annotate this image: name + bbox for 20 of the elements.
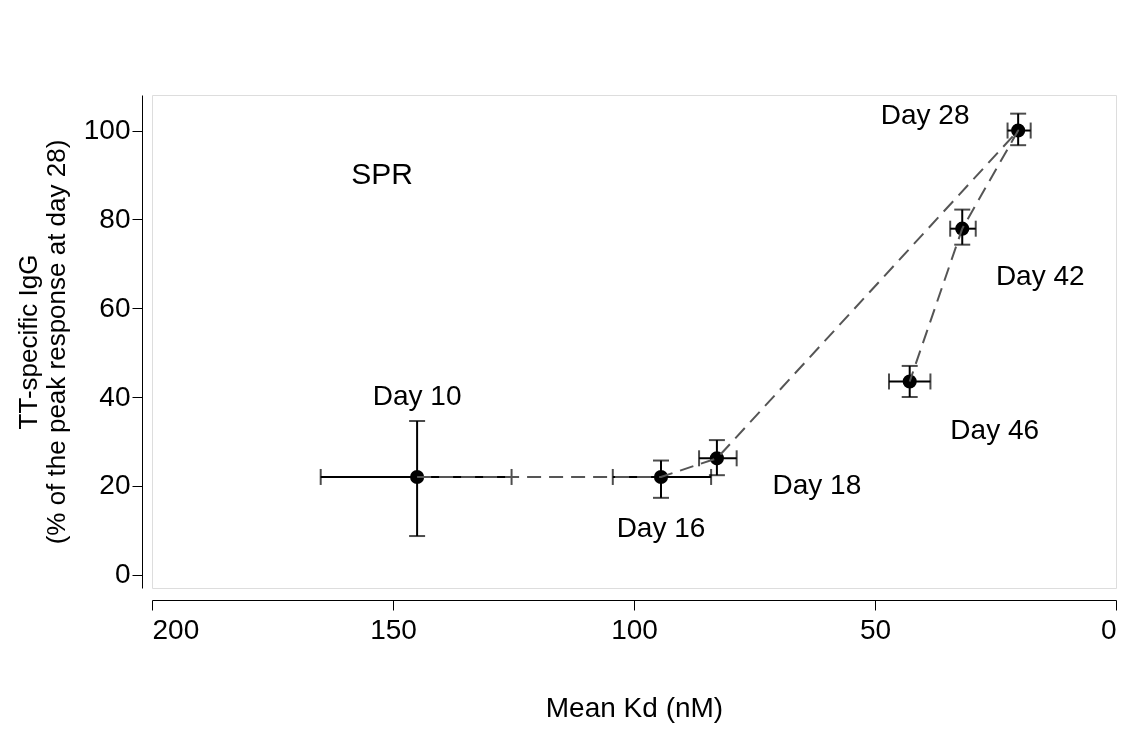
annotation: Day 16: [616, 511, 706, 543]
y-tick-label: 40: [99, 380, 131, 412]
annotation: Day 46: [950, 414, 1040, 446]
x-tick-label: 200: [152, 613, 200, 645]
annotation: Day 42: [995, 259, 1085, 291]
x-tick-label: 100: [611, 613, 658, 645]
x-tick-label: 0: [1100, 613, 1117, 645]
y-tick-label: 100: [83, 114, 131, 146]
annotation: Day 28: [880, 98, 970, 130]
x-axis-title: Mean Kd (nM): [545, 691, 724, 723]
x-tick-label: 150: [370, 613, 417, 645]
y-tick-label: 60: [99, 291, 131, 323]
y-tick-label: 0: [114, 558, 131, 590]
y-tick-label: 80: [99, 202, 131, 234]
x-tick-label: 50: [859, 613, 892, 645]
y-tick-label: 20: [99, 469, 131, 501]
annotation: SPR: [351, 157, 413, 190]
annotation: Day 10: [372, 379, 462, 411]
annotation: Day 18: [772, 469, 862, 501]
y-axis-title: TT-specific IgG (% of the peak response at day 28): [12, 139, 71, 545]
